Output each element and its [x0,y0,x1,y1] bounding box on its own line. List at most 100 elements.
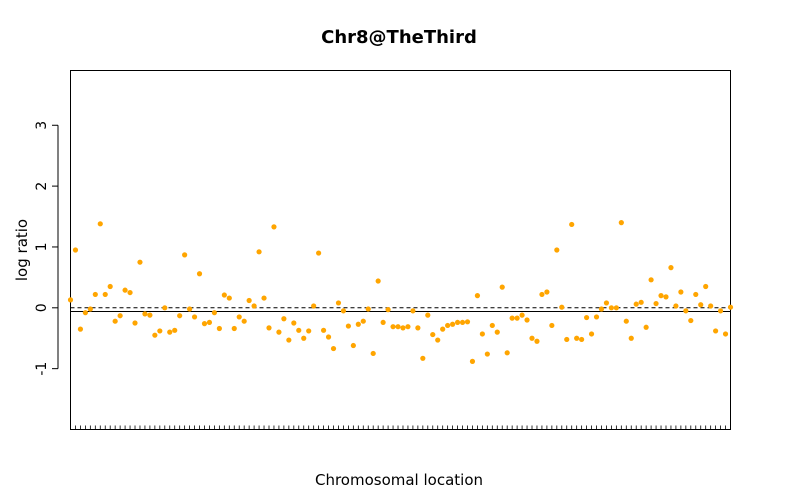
data-point [693,291,699,298]
data-point [365,306,371,312]
data-point [514,315,520,321]
data-point [499,284,505,290]
data-point [216,325,222,332]
data-point [152,332,158,338]
data-point [643,324,649,330]
data-point [147,312,153,318]
data-point [415,325,421,331]
data-point [519,312,525,318]
data-point [142,311,148,317]
data-point [569,221,575,228]
y-tick-label: -1 [34,362,50,376]
data-point [683,308,689,314]
data-point [82,310,88,316]
data-point [380,319,386,326]
data-point [618,220,624,226]
data-point [132,320,138,326]
data-point [678,289,684,295]
data-points [67,220,734,364]
data-point [345,323,351,329]
data-point [583,314,590,321]
data-point [335,300,342,306]
data-point [231,325,237,332]
data-point [574,335,580,341]
data-point [301,335,307,341]
data-point [306,328,312,334]
data-point [588,331,595,337]
data-point [544,289,550,295]
data-point [196,271,203,277]
data-point [320,327,327,333]
data-point [593,314,600,320]
data-point [529,335,535,341]
data-point [112,318,118,324]
data-point [291,320,297,326]
data-point [191,314,198,320]
data-point [177,313,183,319]
data-point [663,294,669,300]
data-point [127,289,133,296]
y-tick-label: 1 [34,242,50,251]
data-point [137,259,143,265]
data-point [698,302,704,308]
data-point [549,322,555,329]
data-point [77,326,84,332]
data-point [509,315,515,321]
data-point [316,250,322,256]
data-point [167,329,173,335]
data-point [623,318,629,324]
data-point [459,319,466,326]
data-point [445,322,451,329]
data-point [172,327,178,333]
data-point [504,350,510,356]
data-point [330,345,337,352]
data-point [613,305,619,311]
data-point [653,300,659,307]
data-point [703,283,709,290]
data-point [107,283,113,290]
data-point [559,304,565,310]
data-point [469,358,476,364]
y-axis-label: log ratio [13,219,31,281]
data-point [162,305,168,311]
data-point [454,319,461,326]
data-point [722,331,729,337]
data-point [276,329,282,335]
y-tick-label: 3 [34,121,50,130]
data-point [246,297,252,304]
data-point [261,295,267,301]
data-point [92,291,98,298]
data-point [450,321,456,327]
data-point [72,247,79,253]
data-point [340,308,347,314]
data-point [286,337,292,343]
data-point [355,321,361,327]
data-point [440,326,446,332]
data-point [370,350,376,357]
data-point [628,335,634,341]
y-axis: -1 0 1 2 3 [34,121,59,376]
data-point [708,303,714,309]
data-point [420,355,426,361]
data-point [435,337,441,343]
data-point [97,221,103,227]
data-point [474,293,481,299]
data-point [648,277,654,283]
data-point [395,324,401,330]
chart-title: Chr8@TheThird [321,27,477,48]
data-point [430,331,436,338]
data-point [603,300,610,306]
data-point [350,342,356,349]
data-point [390,324,396,330]
y-tick-label: 0 [34,303,50,312]
data-point [688,317,694,324]
data-point [122,287,128,293]
data-point [717,308,724,314]
y-tick-label: 2 [34,182,50,191]
data-point [102,291,108,298]
data-point [633,301,639,307]
plot-frame [70,70,731,430]
data-point [226,295,232,301]
data-point [489,322,495,329]
